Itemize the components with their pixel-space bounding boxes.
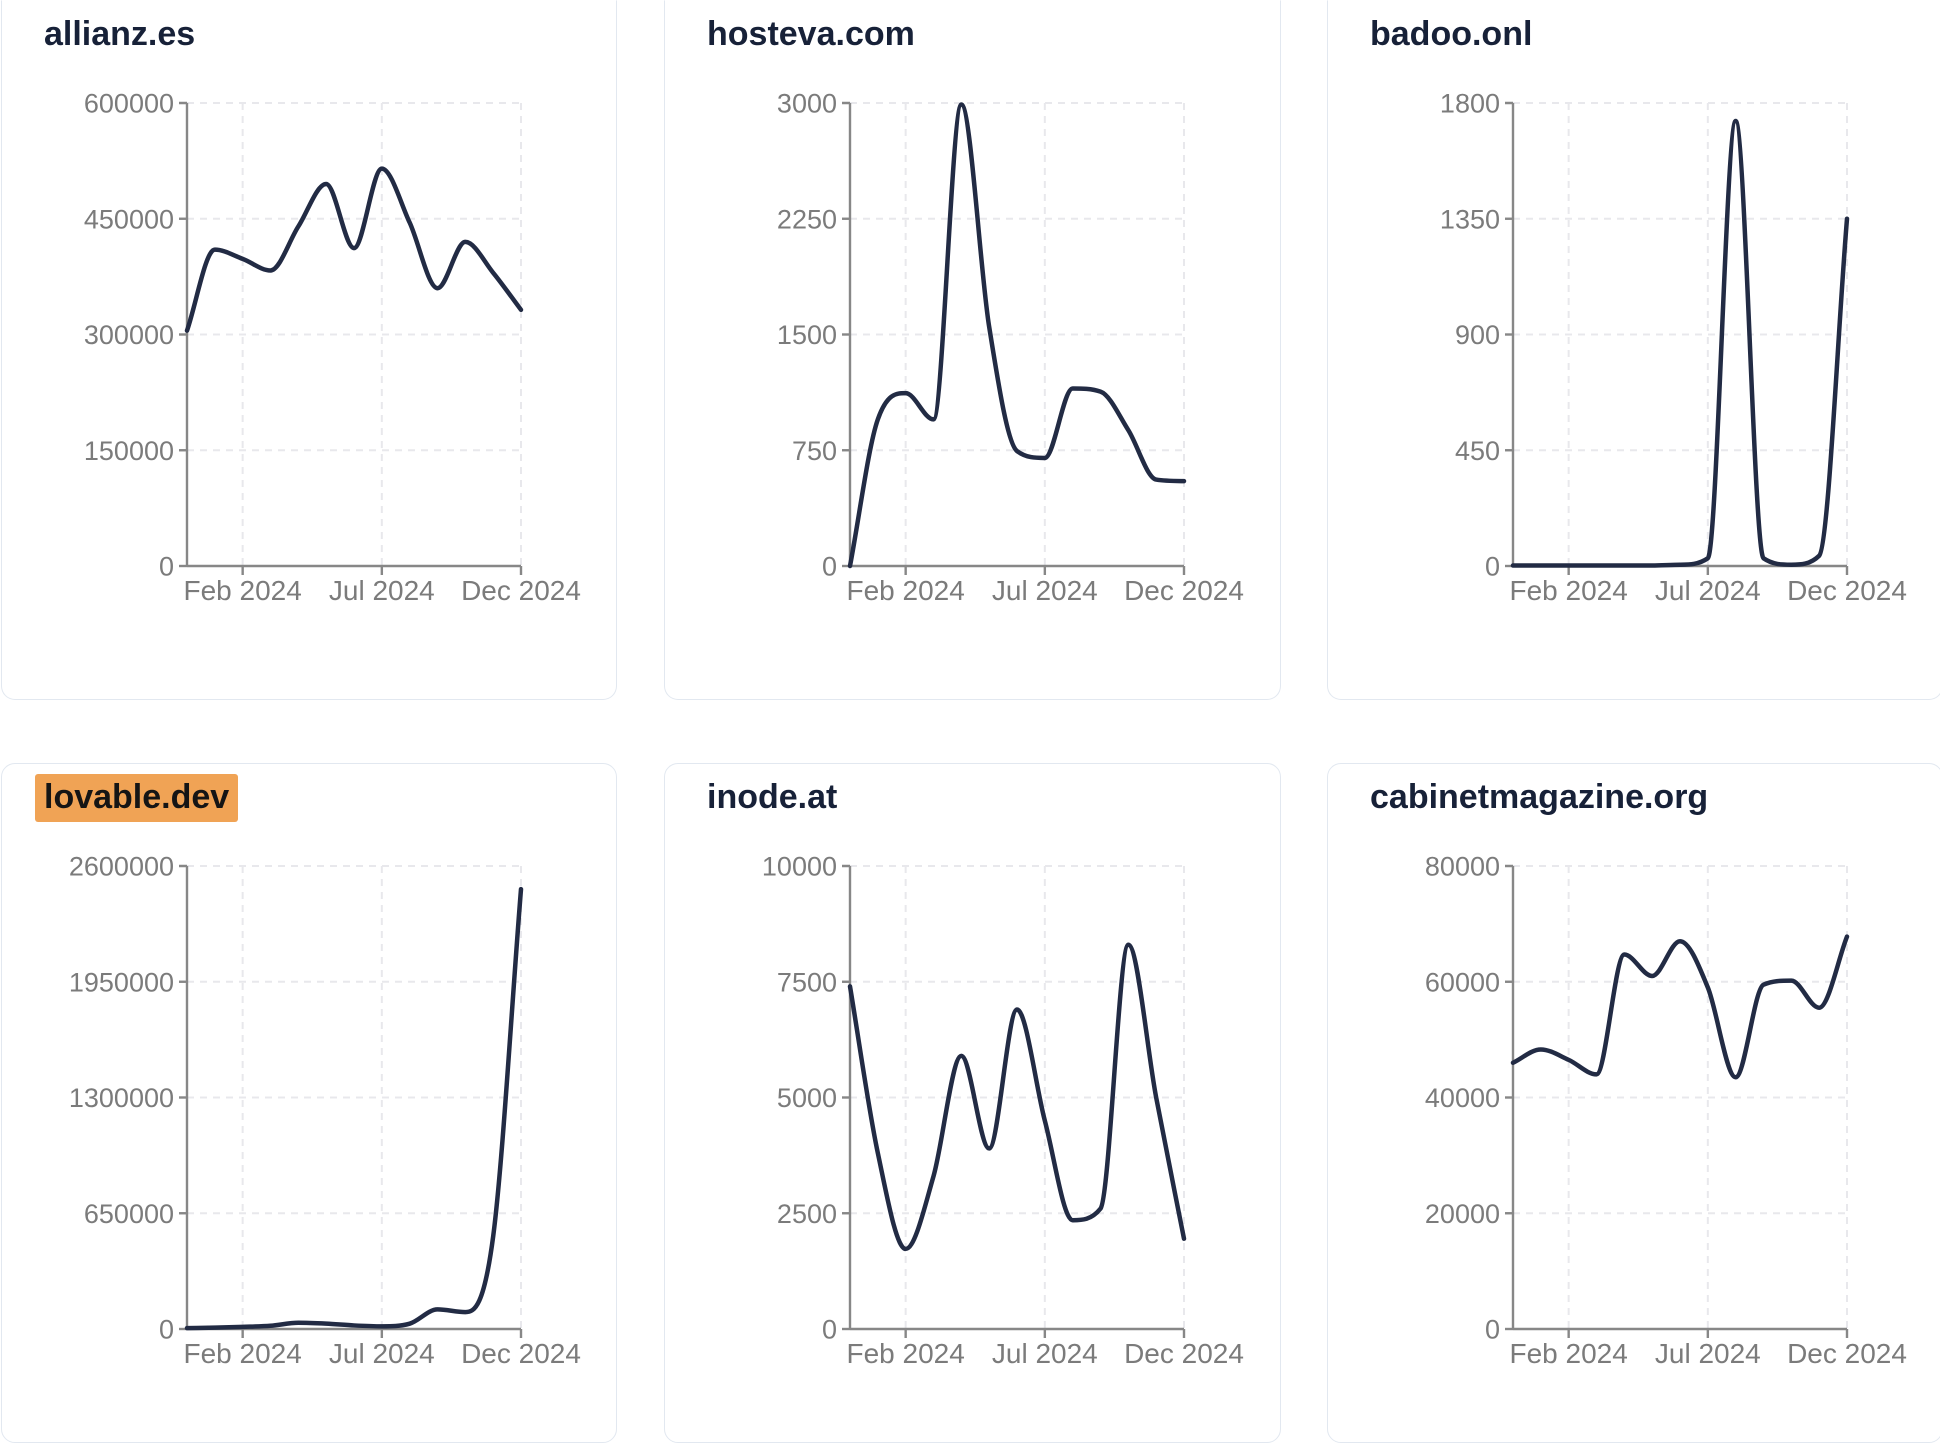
axis-tick-label: 0 [159, 1315, 174, 1345]
axis-tick-label: 20000 [1425, 1199, 1500, 1229]
axis-tick-label: 10000 [762, 852, 837, 882]
axis-tick-label: Jul 2024 [1655, 1338, 1761, 1369]
domain-title: cabinetmagazine.org [1370, 778, 1709, 816]
axis-tick-label: 450000 [84, 204, 174, 234]
axis-tick-label: Dec 2024 [1124, 575, 1244, 606]
axis-tick-label: 1500 [777, 320, 837, 350]
axis-tick-label: Dec 2024 [1124, 1338, 1244, 1369]
axis-tick-label: 150000 [84, 436, 174, 466]
axis-tick-label: Feb 2024 [1510, 1338, 1628, 1369]
axis-tick-label: 0 [159, 552, 174, 582]
axis-tick-label: Feb 2024 [184, 575, 302, 606]
axis-tick-label: Jul 2024 [992, 575, 1098, 606]
axis-tick-label: Feb 2024 [847, 1338, 965, 1369]
axis-tick-label: 900 [1455, 320, 1500, 350]
axis-tick-label: 650000 [84, 1199, 174, 1229]
traffic-series-line [184, 886, 524, 1331]
axis-tick-label: 60000 [1425, 967, 1500, 997]
traffic-line-chart[interactable]: 0 2500 5000 7500 10000 Feb 2024 Jul 2024 Dec 20… [665, 764, 1281, 1404]
traffic-line-chart[interactable]: 0 750 1500 2250 3000 Feb 2024 Jul 2024 Dec 2024 [665, 1, 1281, 641]
axis-tick-label: 2500 [777, 1199, 837, 1229]
axis-tick-label: Jul 2024 [1655, 575, 1761, 606]
axis-tick-label: 0 [1485, 1315, 1500, 1345]
axis-tick-label: 2600000 [69, 852, 174, 882]
domain-card-allianz-es: allianz.es 0 150000 300000 450000 600000 Feb … [1, 0, 617, 700]
axis-tick-label: 3000 [777, 89, 837, 119]
traffic-line-chart[interactable]: 0 450 900 1350 1800 Feb 2024 Jul 2024 Dec 2024 [1328, 1, 1940, 641]
domain-card-inode-at: inode.at 0 2500 5000 7500 10000 Feb 2024 Jul 2… [664, 763, 1281, 1443]
axis-tick-label: 600000 [84, 89, 174, 119]
axis-tick-label: 40000 [1425, 1083, 1500, 1113]
axis-tick-label: 0 [822, 552, 837, 582]
axis-tick-label: 450 [1455, 436, 1500, 466]
axis-tick-label: 750 [792, 436, 837, 466]
traffic-series-line [1510, 934, 1850, 1080]
axis-tick-label: 1300000 [69, 1083, 174, 1113]
traffic-line-chart[interactable]: 0 150000 300000 450000 600000 Feb 2024 Jul 202… [2, 1, 617, 641]
traffic-line-chart[interactable]: 0 20000 40000 60000 80000 Feb 2024 Jul 2024 Dec… [1328, 764, 1940, 1404]
axis-tick-label: 80000 [1425, 852, 1500, 882]
axis-tick-label: Jul 2024 [329, 575, 435, 606]
axis-tick-label: Dec 2024 [1787, 1338, 1907, 1369]
axis-tick-label: 5000 [777, 1083, 837, 1113]
axis-tick-label: Feb 2024 [847, 575, 965, 606]
traffic-series-line [847, 942, 1187, 1252]
axis-tick-label: 1950000 [69, 967, 174, 997]
domain-card-hosteva-com: hosteva.com 0 750 1500 2250 3000 Feb 2024 Jul … [664, 0, 1281, 700]
axis-tick-label: 1800 [1440, 89, 1500, 119]
domain-card-badoo-onl: badoo.onl 0 450 900 1350 1800 Feb 2024 Jul 202… [1327, 0, 1940, 700]
axis-tick-label: Dec 2024 [461, 575, 581, 606]
traffic-series-line [184, 166, 524, 333]
axis-tick-label: Dec 2024 [1787, 575, 1907, 606]
domain-card-cabinetmagazine-org: cabinetmagazine.org 0 20000 40000 60000 8000… [1327, 763, 1940, 1443]
axis-tick-label: Feb 2024 [184, 1338, 302, 1369]
axis-tick-label: 0 [1485, 552, 1500, 582]
domain-title-highlighted: lovable.dev [35, 774, 616, 822]
domain-title: badoo.onl [1370, 15, 1533, 53]
domain-title: allianz.es [44, 15, 196, 53]
axis-tick-label: 2250 [777, 204, 837, 234]
axis-tick-label: 300000 [84, 320, 174, 350]
axis-tick-label: Jul 2024 [992, 1338, 1098, 1369]
axis-tick-label: Jul 2024 [329, 1338, 435, 1369]
domain-title: inode.at [707, 778, 838, 816]
axis-tick-label: 1350 [1440, 204, 1500, 234]
axis-tick-label: Dec 2024 [461, 1338, 581, 1369]
axis-tick-label: 0 [822, 1315, 837, 1345]
domain-card-lovable-dev: lovable.dev 0 650000 1300000 1950000 2600000… [1, 763, 617, 1443]
traffic-line-chart[interactable]: 0 650000 1300000 1950000 2600000 Feb 2024 Jul … [2, 764, 617, 1404]
traffic-series-line [1510, 118, 1850, 568]
traffic-series-line [847, 102, 1187, 569]
axis-tick-label: 7500 [777, 967, 837, 997]
axis-tick-label: Feb 2024 [1510, 575, 1628, 606]
domain-title: hosteva.com [707, 15, 915, 53]
